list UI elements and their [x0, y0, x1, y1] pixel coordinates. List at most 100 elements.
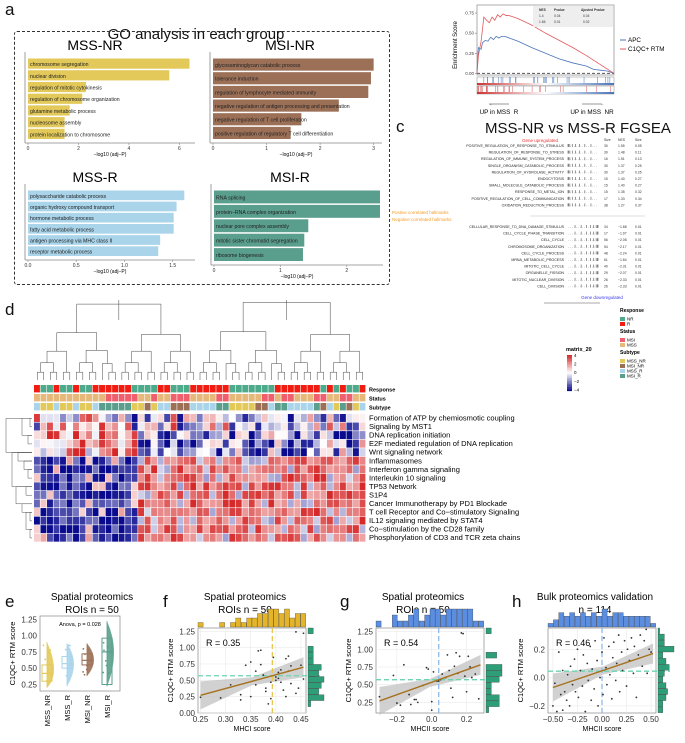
annotation-subtype-cell [287, 403, 294, 411]
data-point [65, 674, 68, 677]
annotation-status-cell [99, 394, 106, 402]
heatmap-cell [196, 490, 203, 499]
heatmap-cell [307, 456, 314, 465]
annotation-status-cell [86, 394, 92, 402]
heatmap-cell [339, 482, 346, 491]
heatmap-cell [157, 431, 164, 440]
heatmap-cell [157, 482, 164, 491]
x-axis-label: −log10 (adj−P) [281, 274, 314, 280]
heatmap-cell [287, 533, 294, 542]
heatmap-cell [248, 490, 255, 499]
annotation-response-cell [112, 385, 119, 393]
column-dendrogram-branch [108, 371, 116, 380]
cell-value: 15 [604, 184, 608, 188]
bar-label: RNA splicing [216, 195, 246, 201]
annotation-subtype-cell [73, 403, 79, 411]
y-tick-label: 0.25 [179, 693, 195, 702]
column-dendrogram-branch [329, 371, 337, 380]
heatmap-cell [268, 456, 275, 465]
heatmap-cell [66, 516, 73, 525]
heatmap-cell [216, 448, 223, 457]
heatmap-cell [261, 508, 268, 516]
legend-swatch [620, 338, 625, 342]
y-histogram-bar [485, 688, 492, 695]
heatmap-cell [203, 439, 210, 448]
scale-swatch [567, 373, 572, 375]
annotation-subtype-cell [79, 403, 86, 411]
heatmap-cell [261, 414, 268, 422]
column-dendrogram-branch [56, 332, 97, 352]
data-point [458, 655, 461, 658]
data-point [302, 632, 305, 635]
heatmap-cell [255, 508, 262, 516]
y-histogram-bar [657, 694, 667, 701]
heatmap-cell [60, 533, 66, 542]
heatmap-cell [66, 482, 73, 491]
heatmap-cell [183, 414, 190, 422]
x-histogram-bar [623, 616, 629, 628]
data-point [282, 689, 285, 692]
heatmap-cell [339, 456, 346, 465]
row-dendrogram-branch [25, 486, 32, 496]
x-histogram-bar [574, 616, 581, 628]
column-dendrogram-branch [310, 334, 350, 352]
annotation-response-cell [300, 385, 307, 393]
heatmap-cell [268, 499, 275, 508]
heatmap-cell [92, 431, 99, 440]
heatmap-cell [242, 499, 249, 508]
heatmap-cell [281, 448, 288, 457]
heatmap-cell [73, 439, 79, 448]
heatmap-cell [196, 508, 203, 516]
heatmap-cell [326, 414, 333, 422]
annotation-status-cell [235, 394, 242, 402]
heatmap-cell [346, 431, 353, 440]
data-point [82, 648, 85, 650]
x-tick-label: 4 [128, 146, 131, 152]
scale-swatch [567, 385, 572, 387]
heatmap-cell [131, 533, 138, 542]
y-tick-label: 0.25 [357, 698, 373, 707]
column-dendrogram-branch [79, 362, 93, 373]
heatmap-cell [307, 508, 314, 516]
heatmap-cell [339, 431, 346, 440]
heatmap-cell [203, 508, 210, 516]
pathway-name: CELL_CYCLE [541, 238, 565, 242]
annotation-response-cell [60, 385, 66, 393]
heatmap-cell [40, 533, 47, 542]
heatmap-cell [320, 414, 327, 422]
heatmap-cell [209, 516, 216, 525]
heatmap-cell [86, 482, 92, 491]
data-point [285, 657, 287, 660]
annotation-status-cell [112, 394, 119, 402]
heatmap-cell [190, 525, 197, 534]
heatmap-cell [170, 499, 177, 508]
heatmap-cell [79, 465, 86, 474]
heatmap-cell [281, 465, 288, 474]
heatmap-cell [255, 499, 262, 508]
heatmap-cell [151, 525, 158, 534]
heatmap-cell [300, 508, 307, 516]
column-dendrogram-branch [173, 371, 181, 380]
heatmap-cell [242, 525, 249, 534]
heatmap-cell [79, 456, 86, 465]
confidence-band [200, 657, 304, 710]
heatmap-cell [261, 473, 268, 482]
y-histogram-bar [307, 646, 314, 653]
heatmap-cell [86, 508, 92, 516]
panel-label-d: d [5, 300, 15, 319]
heatmap-cell [346, 482, 353, 491]
heatmap-cell [216, 533, 223, 542]
heatmap-cell [359, 473, 366, 482]
heatmap-cell [190, 499, 197, 508]
bar [213, 99, 339, 112]
legend-swatch [620, 364, 625, 368]
heatmap-cell [131, 482, 138, 491]
cell-value: 17 [604, 232, 608, 236]
data-point [105, 664, 108, 667]
annotation-status-cell [157, 394, 164, 402]
bar [28, 58, 190, 69]
heatmap-cell [157, 508, 164, 516]
x-axis-label: −log10 (adj−P) [94, 152, 127, 158]
data-point [254, 670, 257, 673]
annotation-response-cell [352, 385, 359, 393]
